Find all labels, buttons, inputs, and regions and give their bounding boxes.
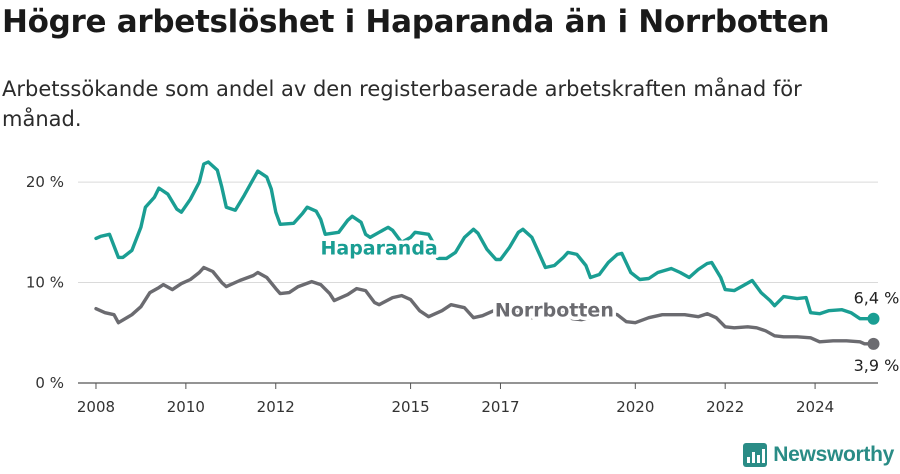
brand-logo: Newsworthy bbox=[743, 440, 894, 470]
series-line-norrbotten bbox=[94, 265, 876, 346]
x-axis: 2008 2010 2012 2015 2017 2020 2022 2024 bbox=[77, 383, 834, 416]
y-tick-label: 10 % bbox=[26, 274, 64, 292]
grid-layer: 0 % 10 % 20 % bbox=[26, 173, 878, 392]
x-tick-label: 2010 bbox=[167, 398, 205, 416]
series-end-label-norrbotten: 3,9 % bbox=[854, 356, 900, 375]
x-tick-label: 2022 bbox=[706, 398, 744, 416]
series-name-label-norrbotten: Norrbotten bbox=[495, 300, 614, 322]
y-tick-label: 20 % bbox=[26, 173, 64, 191]
page-subtitle: Arbetssökande som andel av den registerb… bbox=[2, 77, 802, 131]
series-end-point-norrbotten bbox=[867, 337, 880, 350]
series-name-label-haparanda: Haparanda bbox=[320, 237, 437, 259]
y-tick-label: 0 % bbox=[35, 374, 64, 392]
x-tick-label: 2024 bbox=[796, 398, 834, 416]
x-tick-label: 2015 bbox=[391, 398, 429, 416]
series-end-point-haparanda bbox=[867, 312, 880, 325]
series-layer bbox=[94, 160, 880, 350]
label-layer: 6,4 % Haparanda 3,9 % Norrbotten bbox=[317, 234, 900, 375]
x-tick-label: 2020 bbox=[616, 398, 654, 416]
bar-chart-logo-icon bbox=[743, 443, 768, 467]
page-title: Högre arbetslöshet i Haparanda än i Norr… bbox=[2, 4, 830, 40]
x-tick-label: 2017 bbox=[481, 398, 519, 416]
series-line-haparanda bbox=[94, 160, 876, 321]
x-tick-label: 2008 bbox=[77, 398, 115, 416]
brand-name: Newsworthy bbox=[773, 443, 894, 466]
series-end-label-haparanda: 6,4 % bbox=[854, 289, 900, 308]
x-tick-label: 2012 bbox=[257, 398, 295, 416]
